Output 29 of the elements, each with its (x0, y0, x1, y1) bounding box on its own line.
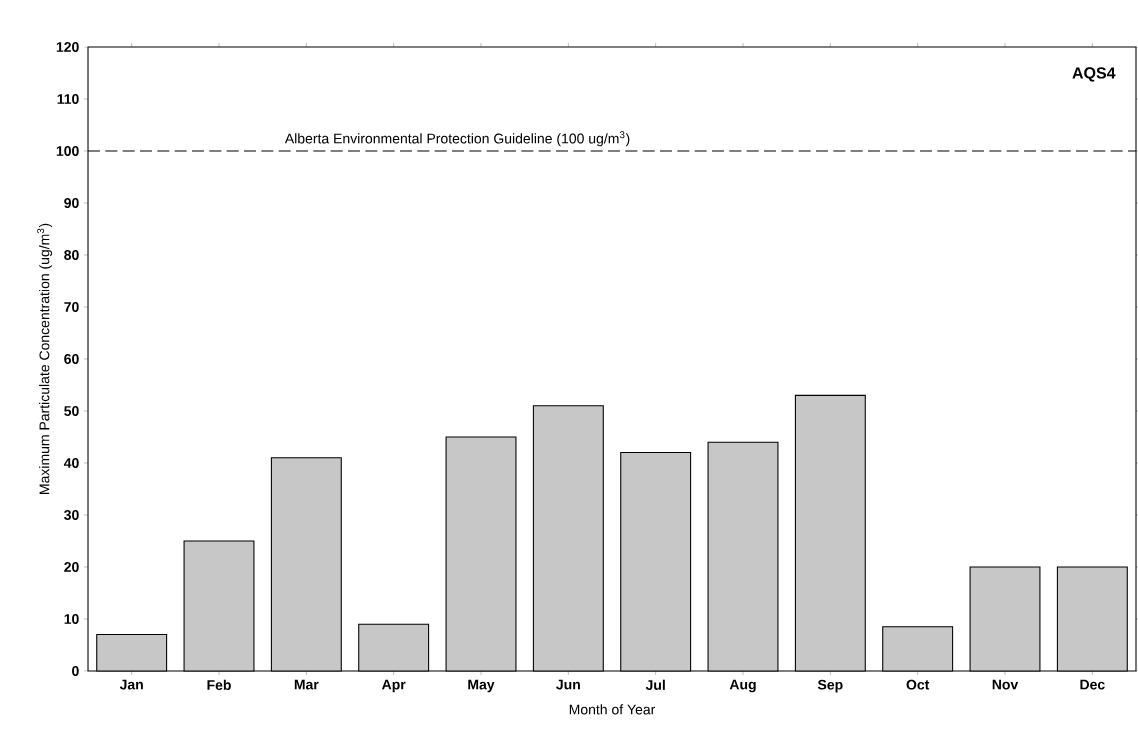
ref-line-label: Alberta Environmental Protection Guideline (100 ug/m$^{3}$) (284, 131, 630, 147)
annotation: AQS4 (1072, 67, 1116, 82)
x-tick-label: Apr (381, 679, 406, 693)
x-tick-label: Jun (556, 679, 580, 690)
x-tick-label: Oct (906, 679, 930, 690)
y-tick-label: 0 (72, 666, 79, 676)
y-tick-label: 30 (64, 510, 79, 520)
y-tick-label: 50 (64, 406, 79, 416)
y-tick-label: 80 (64, 250, 79, 260)
x-tick-label: Nov (992, 679, 1019, 690)
x-tick-label: Jul (645, 679, 665, 690)
y-tick-label: 40 (63, 458, 79, 468)
y-tick-label: 110 (57, 94, 79, 104)
y-tick-label: 60 (64, 354, 79, 364)
y-tick-label: 20 (64, 562, 79, 572)
x-tick-label: Sep (817, 679, 843, 693)
x-tick-label: May (468, 679, 495, 693)
y-tick-label: 70 (64, 302, 79, 312)
x-tick-label: Feb (207, 679, 231, 690)
x-tick-label: Jan (119, 679, 143, 690)
y-axis-title: Maximum Particulate Concentration (ug/m$^{3}$) (37, 223, 53, 494)
x-tick-label: Aug (729, 679, 756, 693)
y-tick-label: 120 (56, 42, 79, 52)
x-tick-label: Mar (294, 679, 319, 690)
y-tick-label: 10 (64, 614, 79, 624)
y-tick-label: 100 (56, 146, 79, 156)
y-tick-label: 90 (64, 198, 79, 208)
x-tick-label: Dec (1080, 679, 1105, 690)
x-axis-title: Month of Year (569, 704, 656, 715)
